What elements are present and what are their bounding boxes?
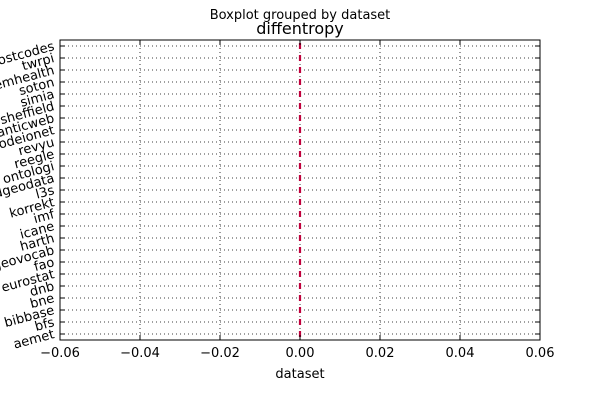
chart-suptitle: Boxplot grouped by dataset: [210, 8, 391, 23]
x-tick-label: 0.02: [366, 346, 395, 361]
y-tick-label: bne: [29, 291, 57, 312]
y-tick-label: l3s: [34, 183, 56, 202]
x-tick-label: −0.02: [200, 346, 240, 361]
x-axis-label: dataset: [275, 367, 324, 382]
x-tick-label: 0.00: [286, 346, 315, 361]
y-tick-label: imf: [32, 207, 56, 227]
y-axis-ticks: aemetbfsbibbasebnednbeurostatfaogeovocab…: [0, 39, 540, 353]
x-tick-label: 0.06: [526, 346, 555, 361]
x-tick-label: 0.04: [446, 346, 475, 361]
y-tick-label: dnb: [28, 279, 56, 300]
y-tick-label: bfs: [33, 315, 56, 335]
x-axis-ticks: −0.06 −0.04 −0.02 0.00 0.02 0.04 0.06: [40, 40, 554, 361]
chart-title: diffentropy: [256, 19, 344, 38]
y-tick-label: fao: [32, 255, 56, 275]
x-tick-label: −0.04: [120, 346, 160, 361]
x-tick-label: −0.06: [40, 346, 80, 361]
